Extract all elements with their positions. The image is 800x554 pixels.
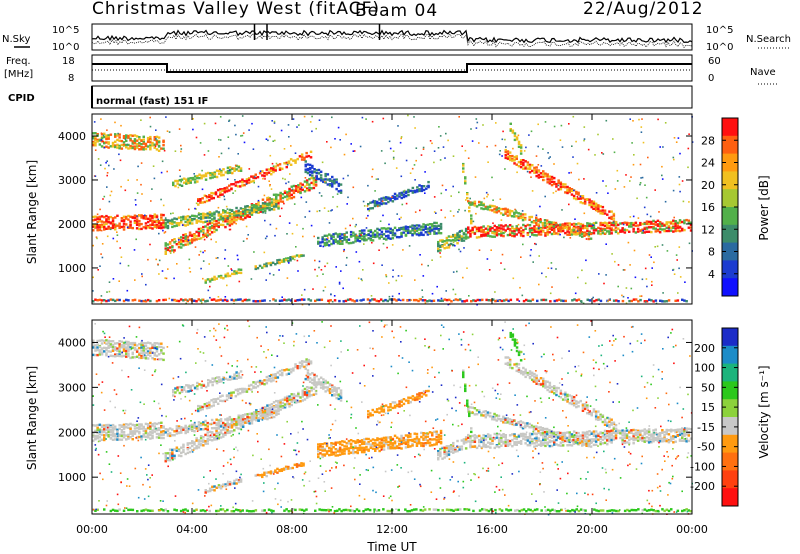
colorbar-tick: 100	[694, 362, 715, 375]
velocity-yaxis: 1000 2000 3000 4000	[58, 336, 692, 484]
xtick-label: 12:00	[376, 523, 408, 536]
sky-tick-bottom: 10^0	[52, 42, 79, 53]
ytick-label: 3000	[58, 174, 86, 187]
date-label: 22/Aug/2012	[583, 0, 704, 19]
freq-label: Freq.	[6, 56, 31, 67]
colorbar-tick: -50	[697, 441, 715, 454]
xtick-label: 00:00	[676, 523, 708, 536]
xtick-label: 16:00	[476, 523, 508, 536]
beam-label: Beam 04	[355, 1, 438, 21]
colorbar-segment	[722, 224, 738, 244]
ytick-label: 1000	[58, 471, 86, 484]
colorbar-tick: 16	[701, 201, 715, 214]
colorbar-segment	[722, 242, 738, 261]
colorbar-segment	[722, 260, 738, 279]
nave-tick-bottom: 0	[708, 73, 714, 84]
colorbar-segment	[722, 434, 738, 454]
power-yaxis: 1000 2000 3000 4000	[58, 130, 692, 275]
colorbar-segment	[722, 189, 738, 208]
ytick-label: 2000	[58, 218, 86, 231]
sky-right-tick-top: 10^5	[706, 25, 733, 36]
freq-tick-bottom: 8	[68, 73, 74, 84]
velocity-colorbar-label: Velocity [m s⁻¹]	[757, 365, 771, 458]
power-colorbar: 28 24 20 16 12 8 4	[701, 117, 739, 297]
colorbar-segment	[722, 278, 738, 297]
colorbar-segment	[722, 470, 738, 489]
xtick-label: 20:00	[576, 523, 608, 536]
sky-tick-top: 10^5	[52, 25, 79, 36]
colorbar-segment	[722, 171, 738, 190]
colorbar-tick: 12	[701, 223, 715, 236]
xtick-label: 04:00	[176, 523, 208, 536]
sky-noise-panel: N.Sky 10^5 10^0 10^5 10^0 N.Search	[2, 23, 791, 53]
colorbar-tick: 4	[708, 268, 715, 281]
cpid-panel: CPID normal (fast) 151 IF	[8, 85, 693, 109]
colorbar-tick: 200	[694, 342, 715, 355]
frequency-panel: Freq. [MHz] 18 8 60 0 Nave	[4, 54, 778, 85]
colorbar-segment	[722, 381, 738, 400]
power-colorbar-label: Power [dB]	[757, 175, 771, 240]
cpid-label: CPID	[8, 93, 35, 104]
velocity-ylabel: Slant Range [km]	[25, 366, 39, 470]
ytick-label: 4000	[58, 130, 86, 143]
nave-label: Nave	[750, 67, 776, 78]
nave-tick-top: 60	[708, 56, 721, 67]
colorbar-tick: 24	[701, 157, 715, 170]
colorbar-tick: -100	[690, 460, 715, 473]
colorbar-segment	[722, 207, 738, 226]
colorbar-tick: -15	[697, 421, 715, 434]
power-heatmap	[92, 114, 694, 306]
xaxis-label: Time UT	[366, 540, 417, 554]
power-ylabel: Slant Range [km]	[25, 160, 39, 264]
colorbar-segment	[722, 417, 738, 436]
freq-tick-top: 18	[62, 56, 75, 67]
sky-noise-trace	[91, 24, 693, 49]
ytick-label: 3000	[58, 381, 86, 394]
colorbar-segment	[722, 328, 738, 347]
colorbar-tick: -200	[690, 480, 715, 493]
cpid-value: normal (fast) 151 IF	[96, 96, 208, 107]
colorbar-segment	[722, 135, 738, 155]
colorbar-tick: 28	[701, 134, 715, 147]
colorbar-tick: 15	[701, 401, 715, 414]
colorbar-segment	[722, 153, 738, 172]
ytick-label: 4000	[58, 336, 86, 349]
colorbar-segment	[722, 345, 738, 365]
sky-left-label: N.Sky	[2, 34, 30, 45]
ytick-label: 1000	[58, 262, 86, 275]
colorbar-segment	[722, 488, 738, 507]
search-noise-label: N.Search	[746, 34, 791, 45]
xtick-label: 00:00	[76, 523, 108, 536]
time-axis: 00:00 04:00 08:00 12:00 16:00 20:00 00:00	[76, 114, 708, 536]
freq-unit-label: [MHz]	[4, 69, 33, 80]
colorbar-tick: 50	[701, 381, 715, 394]
figure-title: Christmas Valley West (fitACF)	[92, 0, 380, 19]
power-panel: 1000 2000 3000 4000 Slant Range [km] 28 24 20…	[25, 113, 771, 306]
ytick-label: 2000	[58, 426, 86, 439]
velocity-colorbar: 200 100 50 15 -15 -50 -100 -200	[690, 327, 739, 507]
colorbar-tick: 20	[701, 179, 715, 192]
velocity-heatmap	[92, 320, 693, 516]
xtick-label: 08:00	[276, 523, 308, 536]
sky-right-tick-bottom: 10^0	[706, 42, 733, 53]
frequency-trace	[92, 63, 692, 73]
colorbar-segment	[722, 118, 738, 137]
colorbar-segment	[722, 399, 738, 418]
colorbar-segment	[722, 452, 738, 471]
colorbar-segment	[722, 363, 738, 382]
colorbar-tick: 8	[708, 246, 715, 259]
